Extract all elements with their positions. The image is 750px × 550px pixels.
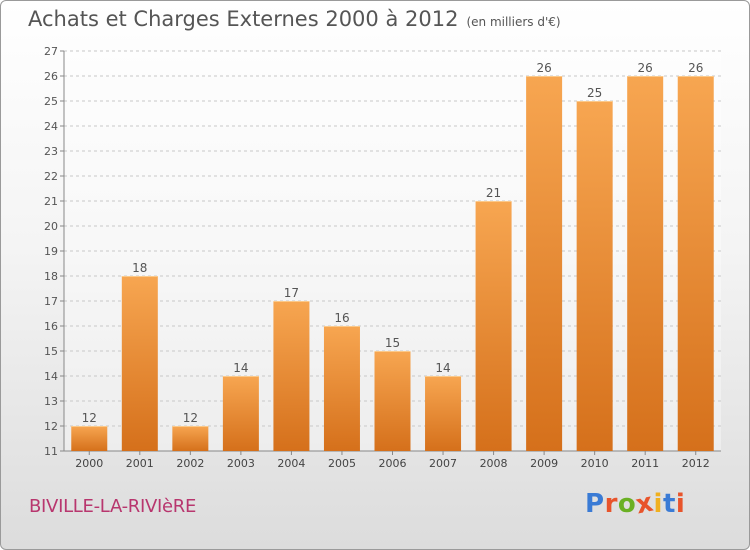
y-tick-label: 24 <box>44 120 58 133</box>
x-tick-label: 2011 <box>631 457 659 470</box>
data-label: 26 <box>536 61 551 75</box>
data-label: 17 <box>284 286 299 300</box>
logo-letter: o <box>617 489 637 519</box>
x-tick-label: 2010 <box>581 457 609 470</box>
y-tick-label: 20 <box>44 220 58 233</box>
x-tick-label: 2003 <box>227 457 255 470</box>
y-tick-label: 19 <box>44 245 58 258</box>
x-tick-label: 2005 <box>328 457 356 470</box>
data-label: 25 <box>587 86 602 100</box>
chart-unit: (en milliers d'€) <box>466 15 561 29</box>
x-tick-label: 2004 <box>277 457 305 470</box>
data-label: 16 <box>334 311 349 325</box>
data-label: 18 <box>132 261 147 275</box>
y-tick-label: 13 <box>44 395 58 408</box>
y-tick-label: 14 <box>44 370 58 383</box>
y-tick-label: 25 <box>44 95 58 108</box>
bar <box>576 101 613 451</box>
bar <box>374 351 411 451</box>
x-tick-label: 2001 <box>126 457 154 470</box>
bar <box>323 326 360 451</box>
bar <box>425 376 462 451</box>
x-tick-label: 2006 <box>379 457 407 470</box>
bar <box>121 276 158 451</box>
commune-name: BIVILLE-LA-RIVIèRE <box>29 496 197 517</box>
y-tick-label: 12 <box>44 420 58 433</box>
data-label: 14 <box>233 361 248 375</box>
y-tick-label: 11 <box>44 445 58 458</box>
x-tick-label: 2007 <box>429 457 457 470</box>
logo-letter: r <box>604 489 618 519</box>
data-label: 21 <box>486 186 501 200</box>
x-tick-label: 2002 <box>176 457 204 470</box>
data-label: 26 <box>638 61 653 75</box>
bar <box>627 76 664 451</box>
title-text: Achats et Charges Externes 2000 à 2012 <box>28 7 459 31</box>
logo-letter: i <box>675 489 686 519</box>
y-tick-label: 22 <box>44 170 58 183</box>
logo-letter: P <box>585 489 605 519</box>
y-tick-label: 27 <box>44 45 58 58</box>
x-tick-label: 2012 <box>682 457 710 470</box>
chart-title: Achats et Charges Externes 2000 à 2012 (e… <box>28 7 561 31</box>
data-label: 14 <box>435 361 450 375</box>
x-tick-label: 2008 <box>480 457 508 470</box>
y-tick-label: 15 <box>44 345 58 358</box>
y-tick-label: 26 <box>44 70 58 83</box>
y-tick-label: 16 <box>44 320 58 333</box>
y-tick-label: 17 <box>44 295 58 308</box>
logo-letter: t <box>662 489 676 519</box>
x-tick-label: 2000 <box>75 457 103 470</box>
bar <box>273 301 310 451</box>
bar <box>526 76 563 451</box>
data-label: 26 <box>688 61 703 75</box>
bar <box>222 376 259 451</box>
bar <box>677 76 714 451</box>
bar <box>172 426 209 451</box>
data-label: 15 <box>385 336 400 350</box>
proxiti-logo: Proxiti <box>585 488 686 521</box>
logo-letter: i <box>653 489 663 519</box>
bar <box>71 426 108 451</box>
data-label: 12 <box>183 411 198 425</box>
y-tick-label: 18 <box>44 270 58 283</box>
y-tick-label: 23 <box>44 145 58 158</box>
x-tick-label: 2009 <box>530 457 558 470</box>
y-tick-label: 21 <box>44 195 58 208</box>
data-label: 12 <box>82 411 97 425</box>
bar <box>475 201 512 451</box>
